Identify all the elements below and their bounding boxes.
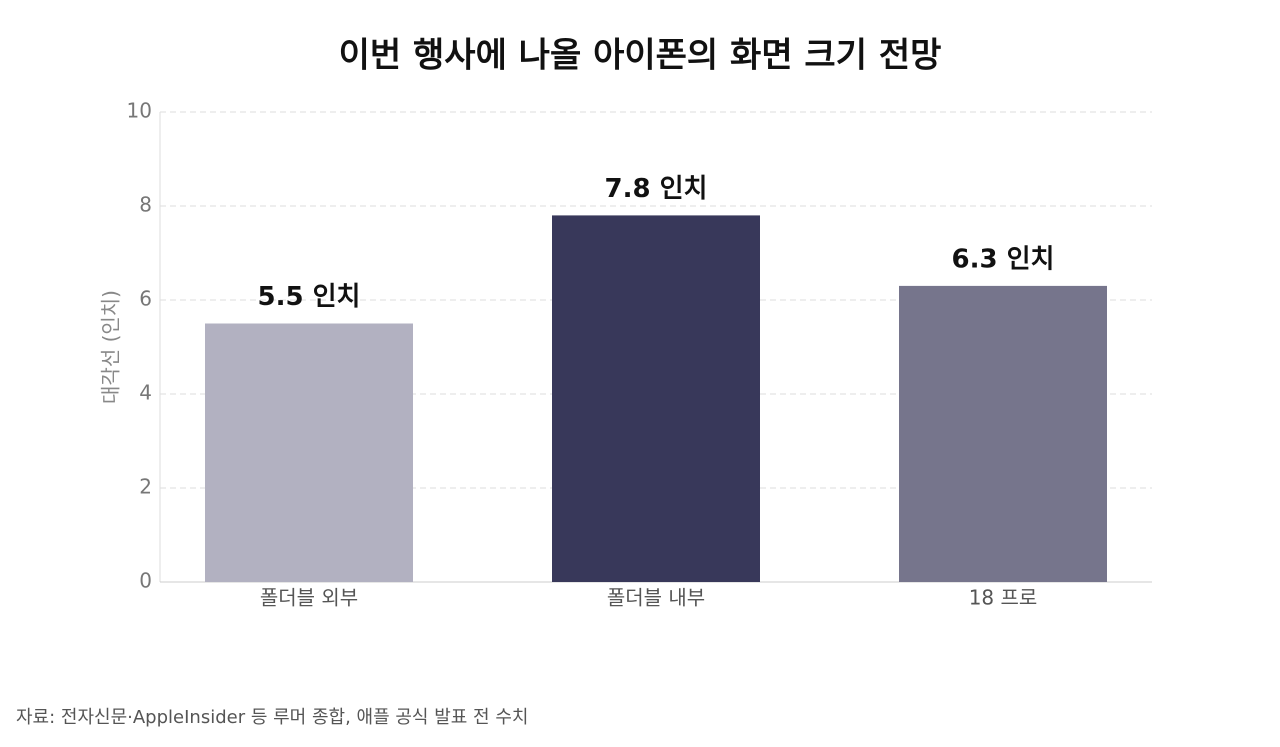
value-label: 7.8 인치: [605, 174, 708, 204]
y-tick-label: 2: [139, 475, 152, 499]
y-tick-label: 8: [139, 193, 152, 217]
value-label: 5.5 인치: [258, 282, 361, 312]
y-tick-label: 0: [139, 569, 152, 593]
y-tick-label: 10: [127, 99, 152, 123]
chart-title: 이번 행사에 나올 아이폰의 화면 크기 전망: [339, 36, 942, 76]
bar: [552, 215, 760, 582]
x-tick-label: 폴더블 내부: [607, 586, 705, 610]
x-tick-label: 폴더블 외부: [260, 586, 358, 610]
bar: [205, 323, 413, 582]
x-tick-label: 18 프로: [969, 586, 1038, 610]
y-tick-label: 4: [139, 381, 152, 405]
y-axis-label: 대각선 (인치): [99, 290, 123, 404]
y-tick-label: 6: [139, 287, 152, 311]
value-label: 6.3 인치: [952, 244, 1055, 274]
source-note: 자료: 전자신문·AppleInsider 등 루머 종합, 애플 공식 발표 …: [16, 707, 528, 728]
bar: [899, 285, 1107, 582]
